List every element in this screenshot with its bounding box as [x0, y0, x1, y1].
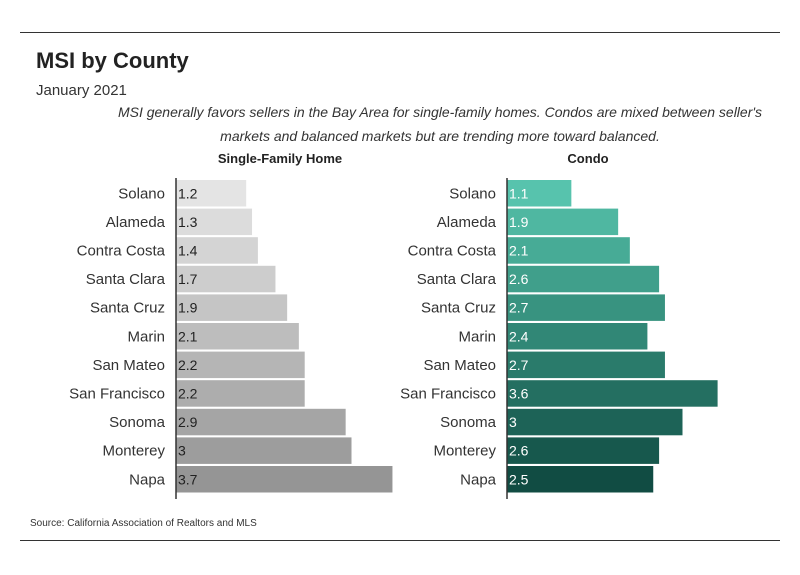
bar-alameda [507, 208, 619, 236]
category-label: Solano [118, 185, 165, 202]
value-label: 3.7 [178, 471, 198, 487]
bar-san-mateo [507, 351, 665, 379]
category-label: Alameda [437, 214, 497, 231]
value-label: 2.2 [178, 357, 198, 373]
value-label: 1.2 [178, 185, 198, 201]
category-label: Napa [129, 471, 166, 488]
bar-solano [176, 180, 247, 207]
value-label: 2.4 [509, 328, 529, 344]
value-label: 3 [178, 443, 186, 459]
bar-monterey [176, 437, 352, 464]
value-label: 2.9 [178, 414, 198, 430]
value-label: 2.2 [178, 385, 198, 401]
single-family-panel: Solano 1.2 Alameda 1.3 Contra Costa 1.4 Santa … [69, 178, 393, 499]
bar-monterey [507, 437, 660, 464]
category-label: Santa Cruz [421, 300, 496, 317]
category-label: Santa Clara [417, 271, 497, 288]
value-label: 2.7 [509, 357, 529, 373]
value-label: 2.1 [509, 242, 529, 258]
category-label: San Mateo [423, 357, 496, 374]
bar-santa-clara [507, 265, 660, 293]
chart-title: MSI by County [36, 48, 189, 73]
category-label: Contra Costa [77, 242, 166, 259]
bar-marin [176, 323, 299, 350]
category-label: Alameda [106, 214, 166, 231]
value-label: 1.9 [509, 214, 529, 230]
category-label: Contra Costa [408, 242, 497, 259]
bar-napa [507, 466, 654, 493]
bar-san-francisco [176, 380, 305, 407]
bar-contra-costa [507, 237, 630, 264]
value-label: 1.4 [178, 242, 198, 258]
chart-subtitle: January 2021 [36, 82, 127, 99]
value-label: 1.1 [509, 185, 529, 201]
bar-marin [507, 323, 648, 350]
bar-solano [507, 180, 572, 207]
category-label: San Mateo [92, 357, 165, 374]
value-label: 2.1 [178, 328, 198, 344]
chart-note: MSI generally favors sellers in the Bay … [117, 104, 763, 144]
bar-contra-costa [176, 237, 258, 264]
value-label: 3 [509, 414, 517, 430]
value-label: 1.7 [178, 271, 198, 287]
bar-napa [176, 466, 393, 493]
bar-alameda [176, 208, 253, 236]
category-label: San Francisco [69, 385, 165, 402]
category-label: Santa Clara [86, 271, 166, 288]
panel-title-condo: Condo [567, 151, 608, 166]
category-label: Marin [458, 328, 496, 345]
value-label: 1.9 [178, 300, 198, 316]
top-rule [20, 32, 780, 33]
bar-san-mateo [176, 351, 305, 379]
value-label: 1.3 [178, 214, 198, 230]
category-label: Solano [449, 185, 496, 202]
value-label: 3.6 [509, 385, 529, 401]
category-label: Monterey [433, 443, 496, 460]
panel-title-single-family: Single-Family Home [218, 151, 342, 166]
value-label: 2.5 [509, 471, 529, 487]
category-label: Sonoma [440, 414, 497, 431]
condo-panel: Solano 1.1 Alameda 1.9 Contra Costa 2.1 Santa … [400, 178, 718, 499]
bar-sonoma [507, 408, 683, 436]
value-label: 2.6 [509, 271, 529, 287]
category-label: Marin [127, 328, 165, 345]
bar-sonoma [176, 408, 346, 436]
value-label: 2.6 [509, 443, 529, 459]
category-label: Monterey [102, 443, 165, 460]
category-label: San Francisco [400, 385, 496, 402]
bar-san-francisco [507, 380, 718, 407]
bar-santa-clara [176, 265, 276, 293]
bottom-rule [20, 540, 780, 541]
value-label: 2.7 [509, 300, 529, 316]
bar-santa-cruz [176, 294, 288, 321]
bar-santa-cruz [507, 294, 665, 321]
source-note: Source: California Association of Realto… [30, 518, 257, 529]
category-label: Napa [460, 471, 497, 488]
category-label: Santa Cruz [90, 300, 165, 317]
category-label: Sonoma [109, 414, 166, 431]
